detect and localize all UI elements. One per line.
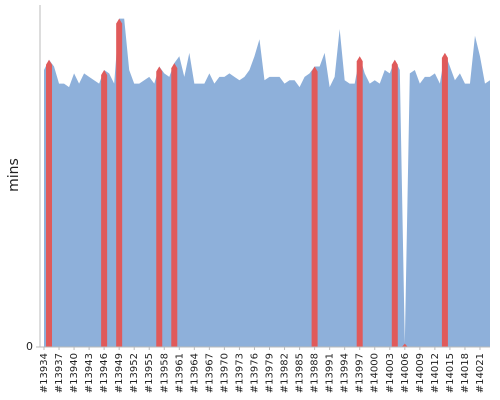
x-tick-label: #13946 (99, 353, 110, 393)
x-tick-label: #13961 (174, 353, 185, 393)
x-tick-label: #13967 (204, 353, 215, 393)
area (44, 18, 490, 348)
x-tick-label: #13979 (265, 353, 276, 393)
x-tick-label: #13994 (340, 353, 351, 393)
x-tick-label: #14018 (460, 353, 471, 393)
x-tick-label: #13970 (219, 353, 230, 393)
x-tick-label: #13943 (84, 353, 95, 393)
x-tick-label: #14000 (370, 353, 381, 393)
x-tick-label: #13988 (310, 353, 321, 393)
x-tick-label: #14015 (445, 353, 456, 393)
y-tick-label: 0 (26, 340, 33, 353)
highlight-spike (356, 56, 363, 348)
highlight-spike (441, 52, 448, 347)
x-tick-label: #13973 (234, 353, 245, 393)
highlight-spike (311, 66, 318, 347)
x-tick-label: #13964 (189, 353, 200, 393)
highlight-spike (401, 343, 408, 347)
x-tick-label: #14003 (385, 353, 396, 393)
x-tick-label: #13976 (249, 353, 260, 393)
x-tick-label: #13991 (325, 353, 336, 393)
x-tick-label: #14009 (415, 353, 426, 393)
x-tick-label: #13982 (280, 353, 291, 393)
x-tick-label: #13940 (69, 353, 80, 393)
x-tick-label: #13937 (54, 353, 65, 393)
x-tick-label: #13985 (295, 353, 306, 393)
highlight-spike (101, 69, 108, 347)
x-tick-label: #13949 (114, 353, 125, 393)
x-tick-label: #14021 (475, 353, 486, 393)
y-axis-label: mins (6, 158, 22, 192)
x-tick-label: #13955 (144, 353, 155, 393)
highlight-spike (156, 66, 163, 347)
highlight-spike (46, 59, 53, 347)
x-tick-label: #13934 (39, 353, 50, 393)
x-tick-label: #13997 (355, 353, 366, 393)
highlight-spike (171, 63, 178, 347)
highlight-spike (116, 18, 123, 348)
x-tick-label: #13952 (129, 353, 140, 393)
x-tick-label: #14006 (400, 353, 411, 393)
x-tick-label: #14012 (430, 353, 441, 393)
highlight-spike (391, 59, 398, 347)
x-tick-label: #13958 (159, 353, 170, 393)
